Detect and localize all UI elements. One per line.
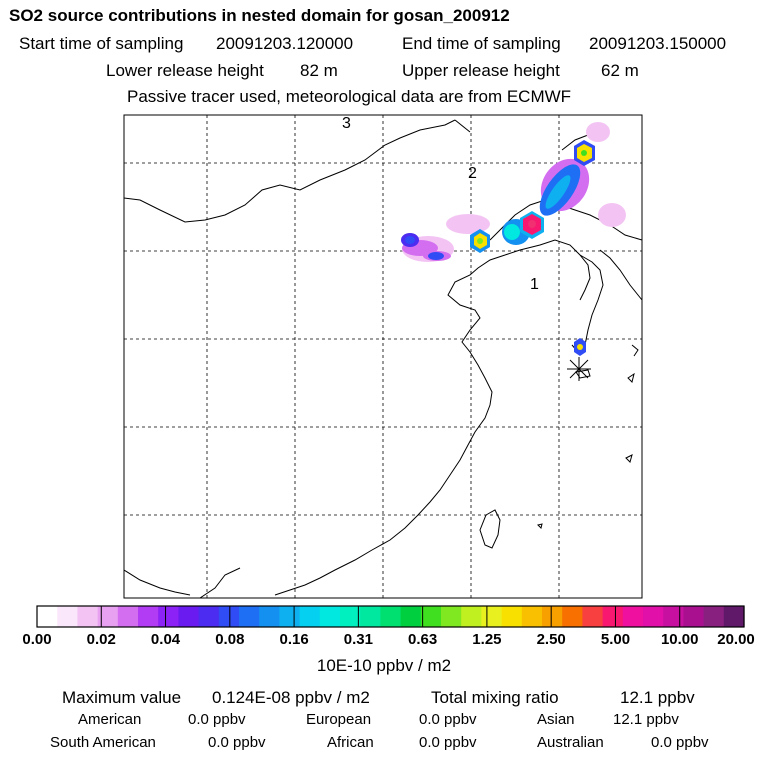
coastlines bbox=[124, 119, 642, 598]
region-name-african: African bbox=[327, 734, 374, 751]
colorbar-segment bbox=[77, 606, 99, 627]
colorbar-segment bbox=[299, 606, 321, 627]
colorbar-segment bbox=[37, 606, 58, 627]
colorbar-tick-label: 2.50 bbox=[536, 631, 566, 648]
map-frame bbox=[123, 114, 643, 599]
colorbar-segment bbox=[521, 606, 543, 627]
colorbar-tick-label: 1.25 bbox=[472, 631, 502, 648]
end-time-value: 20091203.150000 bbox=[589, 34, 727, 53]
upper-height-label: Upper release height bbox=[402, 61, 560, 80]
colorbar-segment bbox=[218, 606, 240, 627]
region-value-asian: 12.1 ppbv bbox=[613, 711, 679, 728]
region-label-2: 2 bbox=[468, 165, 477, 182]
colorbar-segment bbox=[542, 606, 563, 627]
max-value: 0.124E-08 ppbv / m2 bbox=[212, 688, 370, 707]
colorbar-segment bbox=[420, 606, 442, 627]
colorbar-segment bbox=[138, 606, 159, 627]
plume-blobs bbox=[401, 122, 626, 356]
region-value-european: 0.0 ppbv bbox=[419, 711, 477, 728]
colorbar-tick-label: 0.02 bbox=[86, 631, 116, 648]
colorbar-segment bbox=[582, 606, 604, 627]
colorbar-segment bbox=[178, 606, 200, 627]
colorbar-segment bbox=[461, 606, 482, 627]
colorbar-segment bbox=[622, 606, 644, 627]
colorbar-segment bbox=[319, 606, 341, 627]
colorbar-segment bbox=[259, 606, 280, 627]
colorbar-segment bbox=[643, 606, 664, 627]
colorbar-segment bbox=[117, 606, 139, 627]
region-name-asian: Asian bbox=[537, 711, 575, 728]
colorbar-tick-label: 0.08 bbox=[215, 631, 245, 648]
colorbar-segment bbox=[239, 606, 260, 627]
colorbar-segment bbox=[198, 606, 220, 627]
colorbar-segment bbox=[57, 606, 78, 627]
asterisk-icon bbox=[567, 357, 591, 381]
upper-height-value: 62 m bbox=[601, 61, 639, 80]
region-value-american: 0.0 ppbv bbox=[188, 711, 246, 728]
colorbar-tick-label: 10.00 bbox=[660, 631, 699, 648]
plot-title: SO2 source contributions in nested domai… bbox=[9, 6, 510, 25]
colorbar-frame bbox=[36, 605, 745, 628]
region-value-australian: 0.0 ppbv bbox=[651, 734, 709, 751]
colorbar-segment bbox=[683, 606, 705, 627]
region-name-american: American bbox=[78, 711, 142, 728]
colorbar-segment bbox=[158, 606, 179, 627]
colorbar-tick-label: 20.00 bbox=[717, 631, 755, 648]
colorbar-segment bbox=[360, 606, 381, 627]
colorbar bbox=[36, 606, 745, 627]
colorbar-segment bbox=[340, 606, 361, 627]
colorbar-segment bbox=[441, 606, 462, 627]
region-value-south-american: 0.0 ppbv bbox=[208, 734, 266, 751]
colorbar-tick-label: 0.16 bbox=[279, 631, 309, 648]
region-name-european: European bbox=[306, 711, 372, 728]
colorbar-unit-label: 10E-10 ppbv / m2 bbox=[316, 656, 452, 675]
colorbar-segment bbox=[723, 606, 745, 627]
colorbar-segment bbox=[562, 606, 583, 627]
lower-height-label: Lower release height bbox=[106, 61, 264, 80]
total-mixing-label: Total mixing ratio bbox=[431, 688, 559, 707]
region-value-african: 0.0 ppbv bbox=[419, 734, 477, 751]
max-value-label: Maximum value bbox=[62, 688, 182, 707]
colorbar-segment bbox=[602, 606, 624, 627]
map-gridlines bbox=[124, 115, 642, 598]
colorbar-tick-label: 5.00 bbox=[600, 631, 631, 648]
end-time-label: End time of sampling bbox=[402, 34, 561, 53]
colorbar-tick-label: 0.00 bbox=[22, 631, 52, 648]
start-time-label: Start time of sampling bbox=[19, 34, 184, 53]
start-time-value: 20091203.120000 bbox=[216, 34, 354, 53]
region-name-south-american: South American bbox=[50, 734, 156, 751]
colorbar-segment bbox=[400, 606, 422, 627]
region-name-australian: Australian bbox=[537, 734, 604, 751]
colorbar-tick-label: 0.31 bbox=[343, 631, 373, 648]
colorbar-tick-label: 0.63 bbox=[408, 631, 438, 648]
colorbar-segment bbox=[481, 606, 503, 627]
tracer-note: Passive tracer used, meteorological data… bbox=[127, 87, 572, 106]
total-mixing-value: 12.1 ppbv bbox=[620, 688, 695, 707]
colorbar-segment bbox=[97, 606, 119, 627]
colorbar-segment bbox=[703, 606, 725, 627]
region-label-3: 3 bbox=[342, 115, 351, 132]
region-label-1: 1 bbox=[530, 276, 539, 293]
colorbar-segment bbox=[380, 606, 402, 627]
colorbar-segment bbox=[501, 606, 523, 627]
colorbar-segment bbox=[663, 606, 684, 627]
colorbar-segment bbox=[279, 606, 301, 627]
colorbar-tick-label: 0.04 bbox=[150, 631, 181, 648]
lower-height-value: 82 m bbox=[300, 61, 338, 80]
